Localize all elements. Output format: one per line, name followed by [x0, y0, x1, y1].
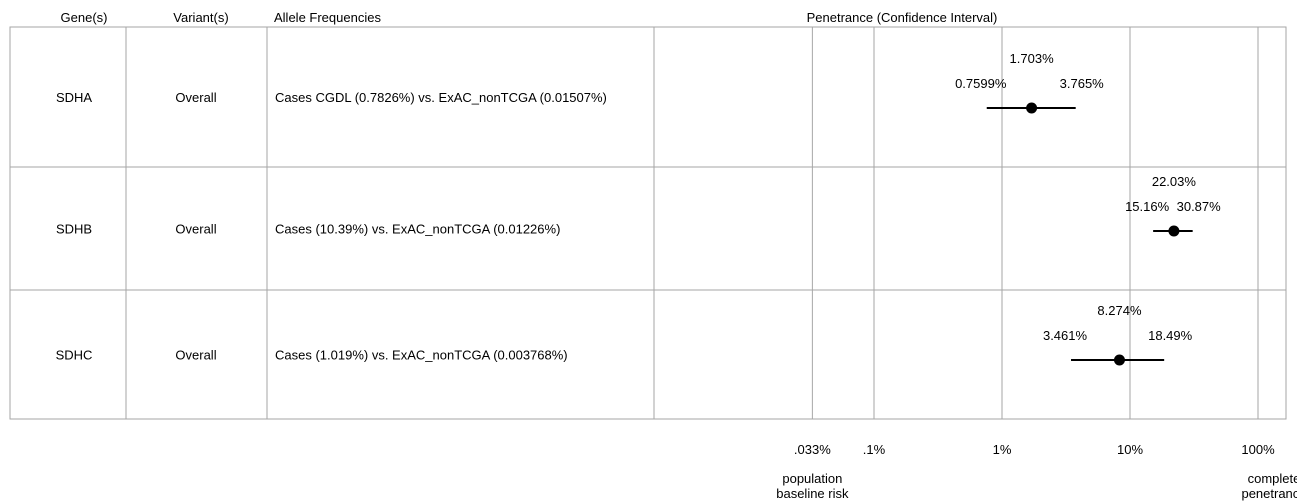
upper-bound-label: 3.765% [1060, 76, 1105, 91]
tick-label: 10% [1117, 442, 1143, 457]
estimate-label: 8.274% [1097, 303, 1142, 318]
allele-frequency-cell: Cases CGDL (0.7826%) vs. ExAC_nonTCGA (0… [275, 90, 607, 105]
gene-cell: SDHC [56, 348, 93, 363]
header-penetrance: Penetrance (Confidence Interval) [807, 10, 998, 25]
point-estimate [1113, 354, 1125, 366]
table-row: SDHA Overall Cases CGDL (0.7826%) vs. ExAC… [56, 51, 1104, 114]
allele-frequency-cell: Cases (10.39%) vs. ExAC_nonTCGA (0.01226… [275, 222, 560, 237]
gene-cell: SDHA [56, 90, 92, 105]
tick-label: 100% [1241, 442, 1275, 457]
header-allele-frequencies: Allele Frequencies [274, 10, 381, 25]
lower-bound-label: 15.16% [1125, 199, 1170, 214]
header-gene: Gene(s) [61, 10, 108, 25]
table-row: SDHC Overall Cases (1.019%) vs. ExAC_nonTC… [56, 303, 1193, 366]
lower-bound-label: 0.7599% [955, 76, 1007, 91]
tick-annotation: complete [1248, 471, 1297, 486]
upper-bound-label: 30.87% [1177, 199, 1222, 214]
tick-annotation: population [782, 471, 842, 486]
tick-label: .033% [794, 442, 831, 457]
rows: SDHA Overall Cases CGDL (0.7826%) vs. ExAC… [56, 51, 1221, 366]
table-row: SDHB Overall Cases (10.39%) vs. ExAC_nonTC… [56, 174, 1221, 237]
variant-cell: Overall [175, 90, 216, 105]
variant-cell: Overall [175, 222, 216, 237]
header-variant: Variant(s) [173, 10, 228, 25]
upper-bound-label: 18.49% [1148, 328, 1193, 343]
point-estimate [1026, 102, 1038, 114]
lower-bound-label: 3.461% [1043, 328, 1088, 343]
gridlines [811, 27, 1259, 419]
tick-annotation: baseline risk [776, 486, 849, 501]
tick-annotation: penetrance [1241, 486, 1297, 501]
point-estimate [1168, 225, 1180, 237]
allele-frequency-cell: Cases (1.019%) vs. ExAC_nonTCGA (0.00376… [275, 348, 568, 363]
tick-label: 1% [993, 442, 1012, 457]
table-frame [9, 26, 1287, 420]
gene-cell: SDHB [56, 222, 92, 237]
tick-label: .1% [863, 442, 886, 457]
variant-cell: Overall [175, 348, 216, 363]
estimate-label: 22.03% [1152, 174, 1197, 189]
estimate-label: 1.703% [1010, 51, 1055, 66]
